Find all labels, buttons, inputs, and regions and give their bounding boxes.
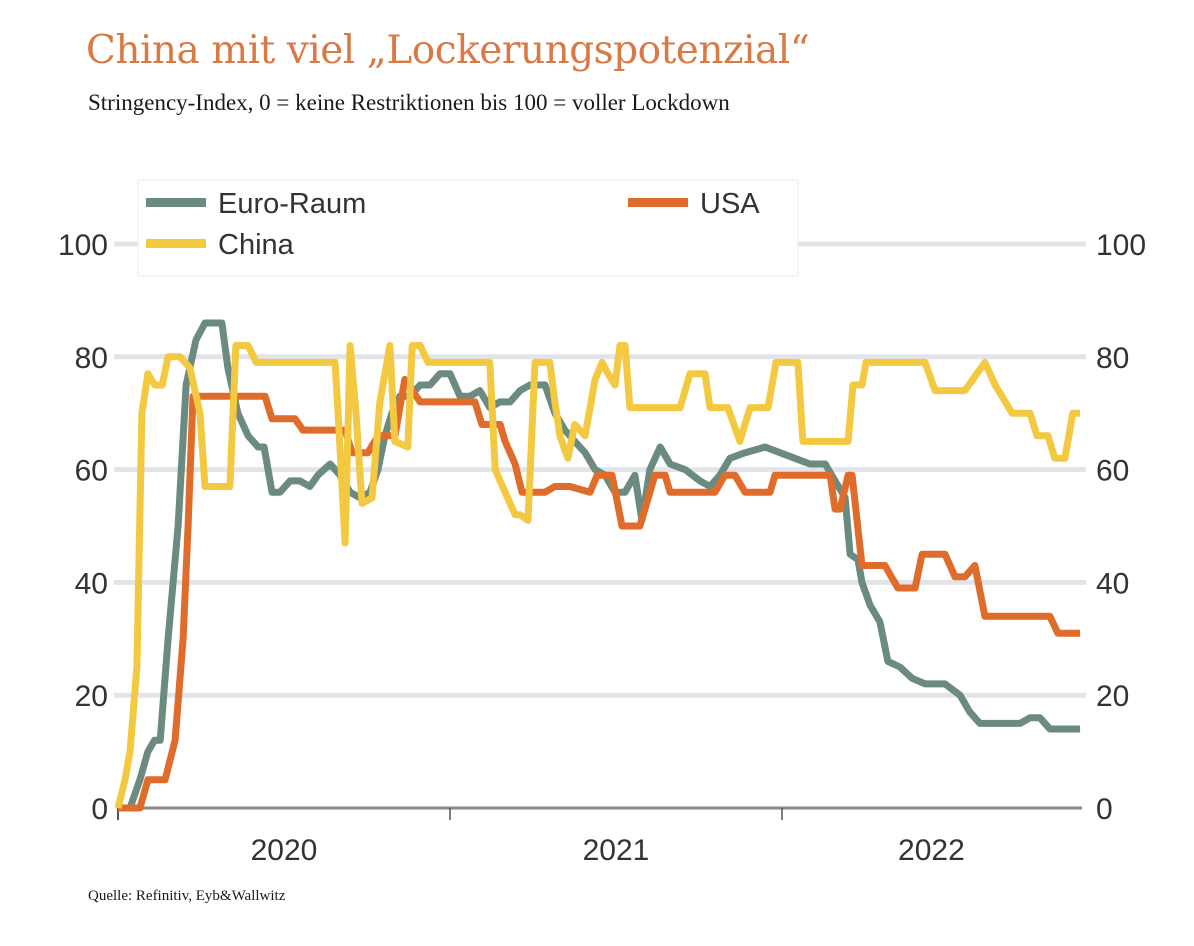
legend-swatch-euro-raum (146, 198, 206, 207)
y-tick-label-left: 20 (75, 680, 108, 713)
y-tick-label-right: 100 (1096, 229, 1146, 262)
legend-label-usa: USA (700, 188, 760, 220)
legend-label-euro-raum: Euro-Raum (218, 188, 366, 220)
series-line-usa (118, 375, 1081, 812)
series-line-china (114, 342, 1081, 809)
x-tick-label-2020: 2020 (251, 834, 318, 867)
legend: Euro-Raum USA China (137, 179, 799, 277)
legend-swatch-usa (628, 198, 688, 207)
y-tick-label-right: 80 (1096, 342, 1129, 375)
y-tick-label-right: 40 (1096, 567, 1129, 600)
x-tick-label-2021: 2021 (583, 834, 650, 867)
y-tick-label-left: 0 (91, 793, 108, 826)
x-tick-label-2022: 2022 (898, 834, 965, 867)
y-tick-label-left: 80 (75, 342, 108, 375)
legend-label-china: China (218, 229, 295, 261)
y-tick-label-left: 100 (58, 229, 108, 262)
legend-swatch-china (146, 239, 206, 248)
y-tick-label-right: 0 (1096, 793, 1113, 826)
chart-subtitle: Stringency-Index, 0 = keine Restriktione… (88, 90, 730, 115)
y-tick-label-left: 40 (75, 567, 108, 600)
series-lines (114, 319, 1081, 812)
source-note: Quelle: Refinitiv, Eyb&Wallwitz (88, 888, 286, 904)
y-tick-label-right: 60 (1096, 455, 1129, 488)
legend-box (137, 179, 799, 277)
y-tick-label-left: 60 (75, 455, 108, 488)
chart-title: China mit viel „Lockerungspotenzial“ (86, 28, 810, 73)
y-tick-label-right: 20 (1096, 680, 1129, 713)
